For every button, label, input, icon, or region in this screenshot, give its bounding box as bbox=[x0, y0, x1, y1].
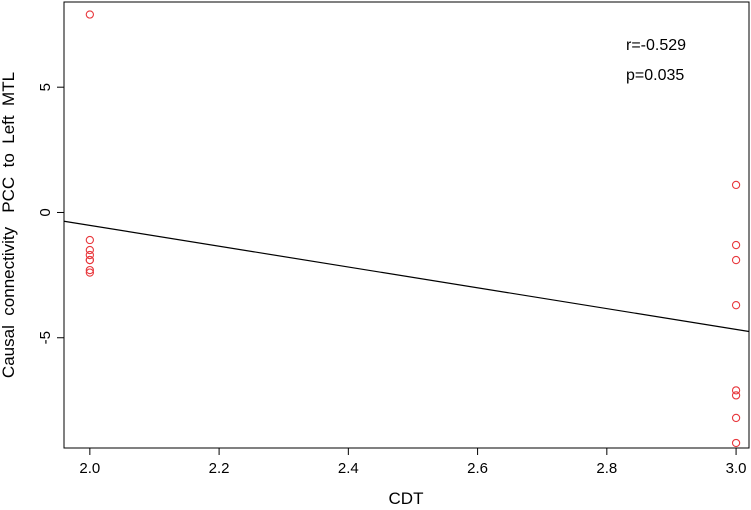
x-tick-label: 3.0 bbox=[726, 460, 747, 477]
x-tick-label: 2.6 bbox=[467, 460, 488, 477]
correlation-r-label: r=-0.529 bbox=[626, 37, 686, 54]
y-tick-label: -5 bbox=[37, 331, 54, 344]
y-axis-ticks: -5 0 5 bbox=[37, 83, 64, 344]
plot-frame bbox=[63, 1, 750, 449]
data-point bbox=[731, 255, 741, 265]
data-point bbox=[731, 386, 741, 395]
regression-line bbox=[63, 220, 750, 333]
data-point bbox=[731, 180, 741, 190]
x-tick-label: 2.0 bbox=[79, 460, 100, 477]
y-tick-label: 0 bbox=[37, 208, 54, 216]
data-point bbox=[731, 413, 741, 423]
data-point bbox=[85, 255, 94, 265]
data-point bbox=[85, 268, 94, 277]
data-point bbox=[731, 438, 741, 448]
data-point bbox=[731, 391, 741, 400]
data-point bbox=[85, 250, 94, 260]
x-tick-label: 2.2 bbox=[209, 460, 230, 477]
data-point bbox=[731, 301, 741, 310]
p-value-label: p=0.035 bbox=[626, 67, 684, 84]
y-tick-label: 5 bbox=[37, 83, 54, 91]
data-point bbox=[85, 10, 94, 19]
data-points-group bbox=[85, 10, 741, 448]
x-tick-label: 2.8 bbox=[596, 460, 617, 477]
data-point bbox=[731, 240, 741, 250]
x-axis-ticks: 2.0 2.2 2.4 2.6 2.8 3.0 bbox=[79, 448, 747, 477]
y-axis-title: Causal connectivity PCC to Left MTL bbox=[0, 72, 18, 378]
data-point bbox=[85, 265, 94, 275]
data-point bbox=[85, 235, 94, 245]
x-axis-title: CDT bbox=[389, 489, 424, 508]
x-tick-label: 2.4 bbox=[338, 460, 359, 477]
data-point bbox=[85, 245, 94, 255]
regression-line-group bbox=[63, 220, 750, 333]
